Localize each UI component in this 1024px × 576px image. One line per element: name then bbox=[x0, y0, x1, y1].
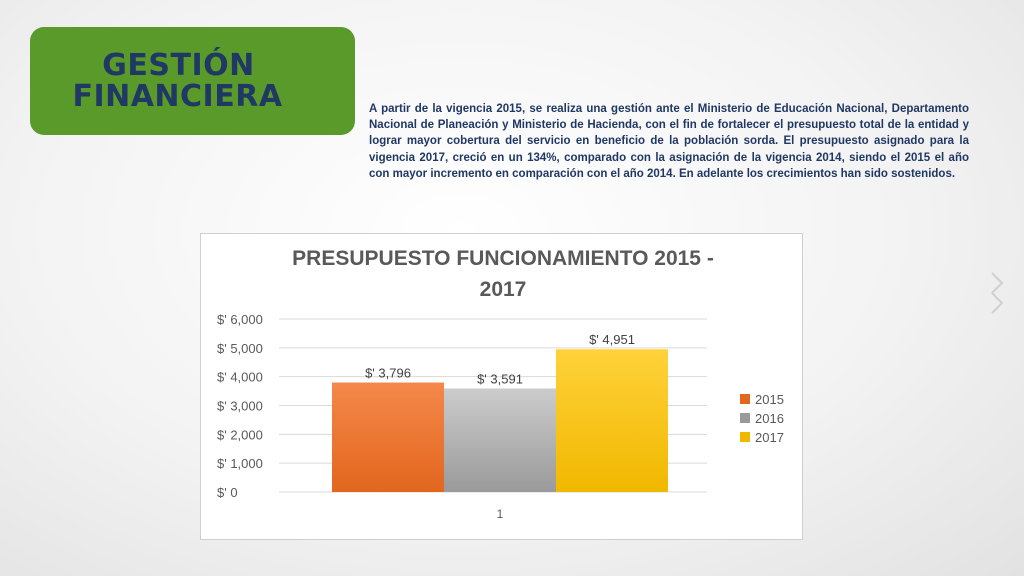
data-label-2015: $' 3,796 bbox=[365, 366, 411, 381]
slide-nav-chevron-icon[interactable] bbox=[984, 253, 1010, 333]
chart-canvas: PRESUPUESTO FUNCIONAMIENTO 2015 - 2017 $… bbox=[217, 247, 784, 521]
bar-2015 bbox=[332, 382, 444, 492]
legend-swatch-2015 bbox=[740, 394, 750, 404]
data-label-2016: $' 3,591 bbox=[477, 371, 523, 386]
section-title-line2: FINANCIERA bbox=[72, 79, 283, 114]
legend-swatch-2017 bbox=[740, 432, 750, 442]
section-title: GESTIÓN FINANCIERA bbox=[30, 27, 355, 135]
chart-title-line2: 2017 bbox=[480, 278, 527, 301]
y-tick-label: $' 5,000 bbox=[217, 341, 263, 356]
bar-2017 bbox=[556, 349, 668, 492]
legend-label-2017: 2017 bbox=[755, 430, 784, 445]
data-label-2017: $' 4,951 bbox=[589, 332, 635, 347]
budget-chart: PRESUPUESTO FUNCIONAMIENTO 2015 - 2017 $… bbox=[200, 233, 803, 540]
chart-title-line1: PRESUPUESTO FUNCIONAMIENTO 2015 - bbox=[292, 247, 714, 270]
bar-2016 bbox=[444, 388, 556, 492]
legend-label-2015: 2015 bbox=[755, 392, 784, 407]
y-tick-label: $' 0 bbox=[217, 485, 238, 500]
y-tick-label: $' 2,000 bbox=[217, 427, 263, 442]
y-tick-label: $' 3,000 bbox=[217, 399, 263, 414]
legend-label-2016: 2016 bbox=[755, 411, 784, 426]
description-paragraph: A partir de la vigencia 2015, se realiza… bbox=[369, 103, 969, 180]
y-tick-label: $' 4,000 bbox=[217, 370, 263, 385]
y-tick-label: $' 1,000 bbox=[217, 456, 263, 471]
y-tick-label: $' 6,000 bbox=[217, 312, 263, 327]
legend-swatch-2016 bbox=[740, 413, 750, 423]
x-category-label: 1 bbox=[497, 507, 504, 521]
section-title-line1: GESTIÓN bbox=[102, 48, 255, 83]
